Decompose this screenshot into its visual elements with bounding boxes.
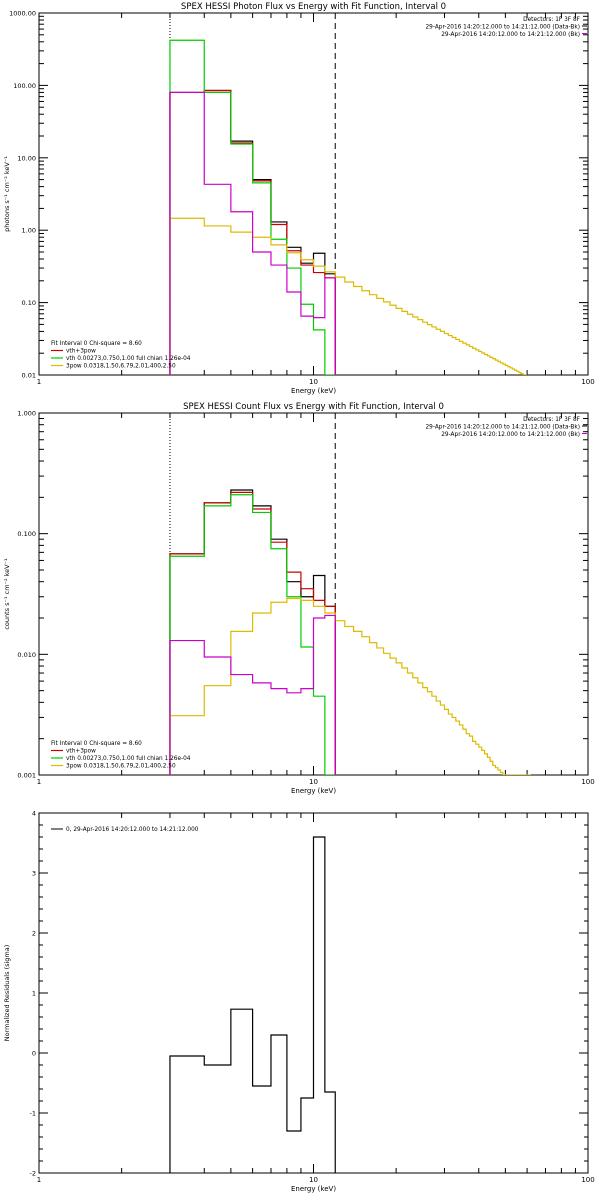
y-tick-label: -1 bbox=[30, 1110, 36, 1118]
x-tick-label: 100 bbox=[581, 1176, 594, 1184]
series-vth bbox=[169, 39, 336, 375]
x-tick-label: 10 bbox=[309, 378, 318, 386]
x-tick-label: 1 bbox=[37, 778, 41, 786]
y-axis-label: counts s⁻¹ cm⁻² keV⁻¹ bbox=[3, 558, 11, 630]
series-residuals bbox=[169, 836, 336, 1173]
legend-label: vth 0.00273,0.750,1.00 full chian 1.26e-… bbox=[66, 356, 191, 362]
series-3pow bbox=[169, 597, 532, 775]
chart-title: SPEX HESSI Count Flux vs Energy with Fit… bbox=[183, 402, 444, 412]
y-tick-label: 0.10 bbox=[22, 299, 36, 307]
series-vth bbox=[169, 494, 336, 775]
header-text: 29-Apr-2016 14:20:12.000 to 14:21:12.000… bbox=[441, 32, 580, 38]
legend-label: vth+3pow bbox=[66, 349, 96, 355]
series-vth-3pow bbox=[169, 491, 336, 775]
y-tick-label: 1.00 bbox=[22, 227, 36, 235]
y-axis-label: photons s⁻¹ cm⁻² keV⁻¹ bbox=[3, 156, 11, 232]
series-data bbox=[169, 489, 336, 775]
header-text: Detectors: 1F 3F 8F bbox=[523, 417, 580, 423]
x-axis-label: Energy (keV) bbox=[291, 387, 336, 395]
y-tick-label: 0.001 bbox=[17, 772, 36, 780]
series-vth-3pow bbox=[169, 89, 336, 375]
header-text: 29-Apr-2016 14:20:12.000 to 14:21:12.000… bbox=[425, 25, 580, 31]
y-tick-label: 100.00 bbox=[13, 82, 36, 90]
series-background bbox=[169, 614, 336, 775]
series-background bbox=[169, 91, 336, 375]
y-tick-label: 2 bbox=[32, 930, 36, 938]
y-tick-label: -2 bbox=[30, 1170, 36, 1178]
legend-label: 3pow 0.0318,1.50,6.79,2.01,400,2.50 bbox=[66, 364, 176, 370]
y-tick-label: 1.000 bbox=[17, 410, 36, 418]
x-tick-label: 10 bbox=[309, 778, 318, 786]
x-tick-label: 100 bbox=[581, 778, 594, 786]
y-tick-label: 0.100 bbox=[17, 530, 36, 538]
series-3pow bbox=[169, 217, 528, 375]
legend-label: 3pow 0.0318,1.50,6.79,2.01,400,2.50 bbox=[66, 764, 176, 770]
y-tick-label: 0 bbox=[32, 1050, 36, 1058]
legend-label: vth 0.00273,0.750,1.00 full chian 1.26e-… bbox=[66, 756, 191, 762]
y-axis-label: Normalized Residuals (sigma) bbox=[3, 945, 11, 1042]
x-tick-label: 100 bbox=[581, 378, 594, 386]
x-tick-label: 10 bbox=[309, 1176, 318, 1184]
legend-label: 0, 29-Apr-2016 14:20:12.000 to 14:21:12.… bbox=[66, 827, 199, 833]
legend-label: vth+3pow bbox=[66, 749, 96, 755]
legend-title: Fit Interval 0 Chi-square = 8.60 bbox=[51, 741, 142, 747]
header-text: 29-Apr-2016 14:20:12.000 to 14:21:12.000… bbox=[425, 425, 580, 431]
y-tick-label: 1 bbox=[32, 990, 36, 998]
legend-title: Fit Interval 0 Chi-square = 8.60 bbox=[51, 341, 142, 347]
y-tick-label: 0.010 bbox=[17, 651, 36, 659]
y-tick-label: 3 bbox=[32, 870, 36, 878]
x-axis-label: Energy (keV) bbox=[291, 1185, 336, 1193]
y-tick-label: 10.00 bbox=[17, 154, 36, 162]
x-axis-label: Energy (keV) bbox=[291, 787, 336, 795]
y-tick-label: 1000.00 bbox=[9, 10, 36, 18]
x-tick-label: 1 bbox=[37, 378, 41, 386]
y-tick-label: 4 bbox=[32, 810, 36, 818]
y-tick-label: 0.01 bbox=[22, 372, 36, 380]
header-text: Detectors: 1F 3F 8F bbox=[523, 17, 580, 23]
header-text: 29-Apr-2016 14:20:12.000 to 14:21:12.000… bbox=[441, 432, 580, 438]
x-tick-label: 1 bbox=[37, 1176, 41, 1184]
chart-title: SPEX HESSI Photon Flux vs Energy with Fi… bbox=[181, 2, 446, 12]
